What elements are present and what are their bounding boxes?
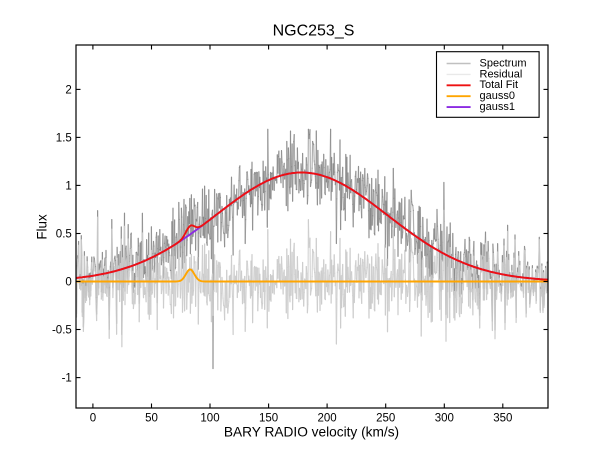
svg-text:Spectrum: Spectrum <box>480 57 527 69</box>
svg-text:100: 100 <box>200 412 219 424</box>
svg-text:250: 250 <box>376 412 395 424</box>
svg-text:gauss1: gauss1 <box>480 101 515 113</box>
svg-text:Residual: Residual <box>480 68 523 80</box>
svg-text:-0.5: -0.5 <box>52 325 72 337</box>
svg-text:350: 350 <box>493 412 512 424</box>
svg-text:150: 150 <box>259 412 278 424</box>
svg-text:NGC253_S: NGC253_S <box>273 23 355 40</box>
svg-text:0: 0 <box>90 412 96 424</box>
svg-text:1: 1 <box>65 181 71 193</box>
svg-text:Total Fit: Total Fit <box>480 79 519 91</box>
svg-text:2: 2 <box>65 85 71 97</box>
svg-text:-1: -1 <box>62 373 72 385</box>
svg-text:200: 200 <box>318 412 337 424</box>
svg-text:0: 0 <box>65 277 71 289</box>
svg-text:Flux: Flux <box>35 214 50 240</box>
svg-text:1.5: 1.5 <box>56 133 72 145</box>
svg-text:BARY RADIO velocity (km/s): BARY RADIO velocity (km/s) <box>224 425 399 440</box>
svg-text:gauss0: gauss0 <box>480 90 515 102</box>
svg-text:300: 300 <box>435 412 454 424</box>
svg-text:50: 50 <box>145 412 158 424</box>
svg-text:0.5: 0.5 <box>56 229 72 241</box>
